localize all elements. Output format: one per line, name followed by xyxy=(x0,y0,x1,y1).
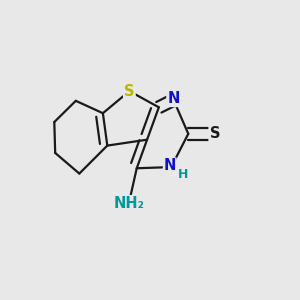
Text: H: H xyxy=(178,168,188,181)
Text: N: N xyxy=(164,158,176,173)
Text: S: S xyxy=(209,126,220,141)
Text: S: S xyxy=(124,84,135,99)
Text: N: N xyxy=(167,91,180,106)
Text: NH₂: NH₂ xyxy=(113,196,144,211)
